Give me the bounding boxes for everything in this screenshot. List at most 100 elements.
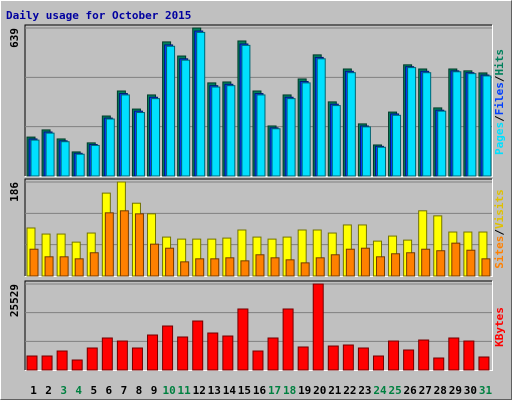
bar <box>301 82 311 177</box>
bar <box>327 345 339 371</box>
x-tick-label: 8 <box>136 384 143 397</box>
legend: KBytes <box>493 307 506 347</box>
bar <box>312 283 324 371</box>
bar <box>436 250 446 277</box>
bar <box>226 85 236 177</box>
x-tick-label: 6 <box>106 384 113 397</box>
bar <box>147 334 159 371</box>
x-tick-label: 14 <box>223 384 237 397</box>
bar <box>131 347 143 371</box>
x-tick-label: 5 <box>90 384 97 397</box>
bar <box>177 336 189 371</box>
legend-entry: Sites <box>493 236 506 269</box>
bar <box>448 337 460 371</box>
bar <box>330 254 340 277</box>
bar <box>134 213 144 277</box>
x-tick-label: 10 <box>162 384 175 397</box>
x-tick-label: 16 <box>253 384 267 397</box>
bar <box>74 258 84 277</box>
bar <box>71 359 83 371</box>
bar <box>375 256 385 277</box>
bar <box>241 44 251 177</box>
bar <box>256 94 266 177</box>
bar <box>315 257 325 277</box>
plot-frame <box>24 24 492 176</box>
bar <box>166 45 176 177</box>
legend-entry: Hits <box>493 49 506 76</box>
bar <box>180 261 190 277</box>
y-tick-label: 186 <box>8 182 21 202</box>
x-tick-label: 31 <box>479 384 493 397</box>
bar <box>162 325 174 371</box>
bar <box>181 59 191 177</box>
bar <box>252 350 264 371</box>
bar <box>105 118 115 177</box>
bar <box>267 337 279 371</box>
bar <box>119 210 129 277</box>
plot-frame <box>24 178 492 276</box>
bar <box>151 98 161 177</box>
bar <box>211 86 221 177</box>
bar <box>41 355 53 371</box>
legend-entry: Pages <box>493 122 506 155</box>
x-tick-label: 17 <box>268 384 281 397</box>
bar <box>418 339 430 371</box>
x-tick-label: 29 <box>449 384 462 397</box>
x-tick-label: 22 <box>343 384 356 397</box>
legend-separator: / <box>493 115 506 122</box>
legend: Sites/Visits <box>493 189 506 269</box>
bar <box>86 347 98 371</box>
bar <box>240 260 250 277</box>
x-tick-label: 12 <box>193 384 206 397</box>
bar <box>345 248 355 277</box>
bar <box>45 132 55 177</box>
x-tick-label: 24 <box>373 384 387 397</box>
bar <box>59 256 69 277</box>
bar <box>297 346 309 371</box>
bar <box>90 144 100 177</box>
bar <box>331 105 341 177</box>
bar <box>407 67 417 177</box>
bar <box>192 320 204 371</box>
x-tick-label: 7 <box>121 384 128 397</box>
bar <box>225 257 235 277</box>
bar <box>75 153 85 177</box>
bar <box>482 75 492 177</box>
legend: Pages/Files/Hits <box>493 49 506 155</box>
x-tick-label: 19 <box>298 384 311 397</box>
bar <box>29 248 39 277</box>
y-tick-label: 25529 <box>8 284 21 317</box>
bar <box>285 259 295 277</box>
bar <box>451 242 461 277</box>
bar <box>165 247 175 277</box>
bar <box>452 71 462 177</box>
x-tick-label: 3 <box>60 384 67 397</box>
bar <box>376 146 386 177</box>
plot-frame <box>24 280 492 370</box>
bar <box>361 126 371 177</box>
bar <box>406 252 416 277</box>
legend-separator: / <box>493 75 506 82</box>
x-tick-label: 9 <box>151 384 158 397</box>
x-tick-label: 27 <box>419 384 432 397</box>
x-tick-label: 11 <box>178 384 192 397</box>
bar <box>271 128 281 177</box>
bar <box>300 262 310 277</box>
bar <box>466 249 476 277</box>
x-tick-label: 23 <box>358 384 371 397</box>
bar <box>467 73 477 177</box>
bar <box>437 110 447 177</box>
bar <box>26 355 38 371</box>
bar <box>433 357 445 371</box>
bar <box>478 356 490 371</box>
x-tick-label: 1 <box>30 384 37 397</box>
bar <box>30 139 40 177</box>
x-tick-label: 20 <box>313 384 326 397</box>
bar <box>60 141 70 177</box>
x-tick-label: 2 <box>45 384 52 397</box>
bar <box>388 340 400 371</box>
bar <box>150 243 160 277</box>
bar <box>195 258 205 277</box>
bar <box>421 248 431 277</box>
